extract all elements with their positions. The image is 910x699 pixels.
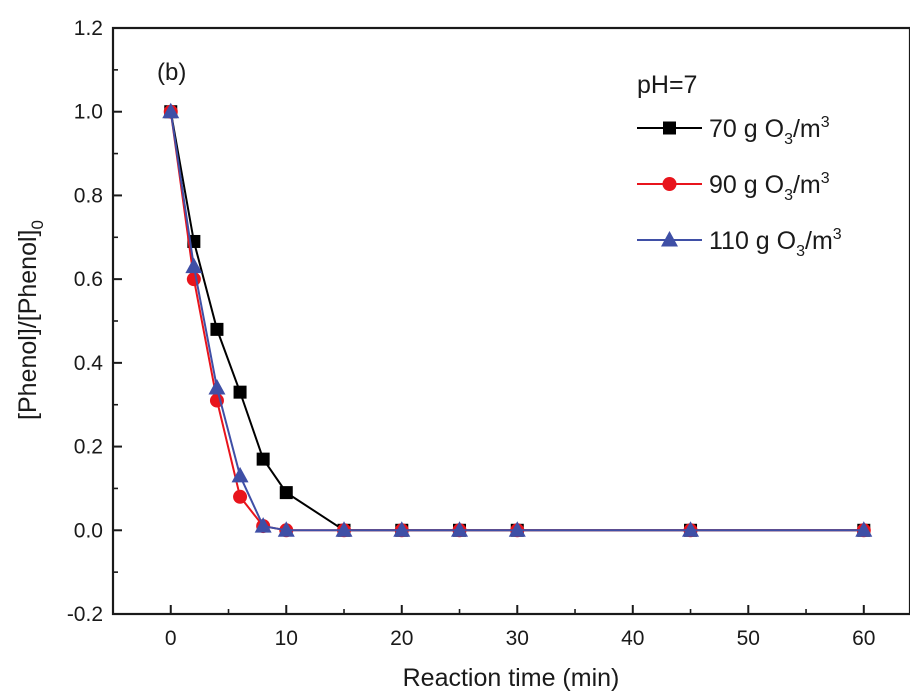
data-point [208, 378, 226, 395]
data-point [256, 452, 270, 466]
data-point [162, 102, 180, 119]
panel-label: (b) [157, 59, 186, 86]
data-point [254, 517, 272, 533]
data-point [231, 466, 249, 483]
y-tick-label: 0.6 [74, 268, 103, 291]
x-axis-ticks: 0 10 20 30 40 50 60 [165, 605, 875, 650]
series-line [169, 111, 864, 532]
y-tick-label: 0.4 [74, 352, 104, 375]
y-tick-label: 0.8 [74, 184, 103, 207]
legend-marker [663, 121, 676, 135]
x-tick-label: 30 [506, 627, 529, 650]
data-point [279, 486, 293, 500]
data-point [186, 272, 201, 287]
legend-title: pH=7 [637, 71, 697, 99]
data-point [451, 521, 469, 537]
x-tick-label: 10 [275, 627, 298, 650]
y-tick-label: 1.2 [74, 17, 103, 40]
data-point [210, 322, 224, 336]
x-axis-title: Reaction time (min) [403, 664, 620, 692]
series-square [164, 105, 871, 537]
y-tick-label: -0.2 [67, 603, 103, 626]
y-tick-label: 0.0 [74, 519, 103, 542]
svg-text:[Phenol]/[Phenol]0: [Phenol]/[Phenol]0 [14, 220, 47, 420]
y-axis-title: [Phenol]/[Phenol] [14, 230, 42, 420]
legend-label: 110 g O3/m3 [709, 226, 842, 260]
legend: pH=7 70 g O3/m3 90 g O3/m3 110 g O3/m3 [637, 71, 842, 260]
y-axis-title-group: [Phenol]/[Phenol]0 [14, 220, 47, 420]
legend-label: 90 g O3/m3 [709, 170, 830, 204]
data-point [682, 521, 700, 537]
y-axis-title-subscript: 0 [28, 220, 47, 229]
data-point [855, 521, 873, 537]
x-tick-label: 0 [165, 627, 177, 650]
x-tick-label: 40 [621, 627, 644, 650]
y-tick-label: 0.2 [74, 436, 103, 459]
series-circle [163, 104, 871, 538]
data-point [335, 521, 353, 537]
series-layer [162, 102, 873, 538]
series-triangle [162, 102, 873, 537]
data-point [233, 385, 247, 399]
data-point [508, 521, 526, 537]
y-axis-ticks: -0.2 0.0 0.2 0.4 0.6 0.8 1.0 1.2 [67, 17, 122, 626]
data-point [277, 521, 295, 537]
x-tick-label: 50 [737, 627, 760, 650]
data-point [185, 257, 203, 274]
y-tick-label: 1.0 [74, 101, 103, 124]
x-tick-label: 20 [390, 627, 413, 650]
data-point [393, 521, 411, 537]
legend-label: 70 g O3/m3 [709, 114, 830, 148]
x-tick-label: 60 [852, 627, 875, 650]
data-point [233, 489, 248, 504]
legend-marker [661, 231, 678, 247]
legend-marker [662, 177, 677, 191]
